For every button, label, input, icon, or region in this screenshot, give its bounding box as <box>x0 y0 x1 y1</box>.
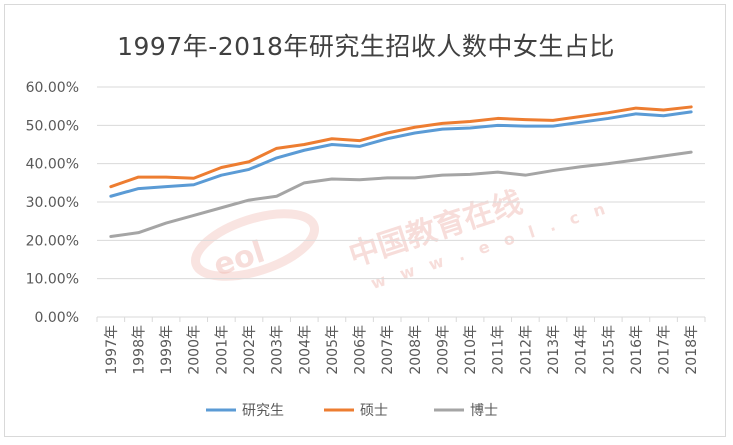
x-tick-label: 2013年 <box>546 325 562 375</box>
legend-item: 研究生 <box>206 403 284 419</box>
y-axis-ticks: 0.00% 10.00% 20.00% 30.00% 40.00% 50.00% 60.00… <box>26 80 79 326</box>
x-tick-label: 2006年 <box>353 325 369 375</box>
x-tick-label: 2001年 <box>214 325 230 375</box>
watermark-logo-text: eol <box>209 235 269 284</box>
y-tick-label: 20.00% <box>26 233 79 249</box>
x-tick-label: 2003年 <box>270 325 286 375</box>
x-tick-label: 2002年 <box>242 325 258 375</box>
x-tick-label: 2007年 <box>380 325 396 375</box>
legend-label: 研究生 <box>242 403 284 419</box>
x-tick-label: 2000年 <box>187 325 203 375</box>
x-tick-label: 1997年 <box>104 325 120 375</box>
legend-item: 硕士 <box>324 403 388 419</box>
chart-title: 1997年-2018年研究生招收人数中女生占比 <box>117 32 615 61</box>
series-line <box>109 150 693 238</box>
x-tick-label: 2010年 <box>463 325 479 375</box>
x-tick-label: 2014年 <box>574 325 590 375</box>
x-tick-label: 1999年 <box>159 325 175 375</box>
legend-item: 博士 <box>434 402 498 419</box>
x-tick-label: 2012年 <box>518 325 534 375</box>
x-tick-label: 2011年 <box>491 325 507 375</box>
legend-label: 硕士 <box>360 403 388 419</box>
legend-label: 博士 <box>470 402 498 419</box>
y-tick-label: 30.00% <box>26 195 79 211</box>
y-tick-label: 40.00% <box>26 157 79 173</box>
x-tick-label: 1998年 <box>131 325 147 375</box>
x-tick-label: 2018年 <box>684 325 700 375</box>
x-tick-label: 2015年 <box>601 325 617 375</box>
y-tick-label: 50.00% <box>26 118 79 134</box>
x-tick-label: 2004年 <box>297 325 313 375</box>
x-tick-label: 2009年 <box>435 325 451 375</box>
logo-swoosh <box>190 209 320 281</box>
y-tick-label: 60.00% <box>26 80 79 96</box>
x-tick-label: 2005年 <box>325 325 341 375</box>
legend: 研究生 硕士 博士 <box>206 402 498 419</box>
chart-frame: 1997年-2018年研究生招收人数中女生占比 eol 中国教育在线 w w w .… <box>4 4 726 437</box>
series-line <box>109 105 693 189</box>
y-tick-label: 0.00% <box>35 310 79 326</box>
x-tick-label: 2016年 <box>629 325 645 375</box>
x-axis-ticks: 1997年 1998年 1999年 2000年 2001年 2002年 2003年 2004年… <box>96 317 706 375</box>
x-tick-label: 2008年 <box>408 325 424 375</box>
series-line <box>109 110 693 198</box>
x-tick-label: 2017年 <box>657 325 673 375</box>
series-lines <box>109 105 693 238</box>
y-tick-label: 10.00% <box>26 272 79 288</box>
